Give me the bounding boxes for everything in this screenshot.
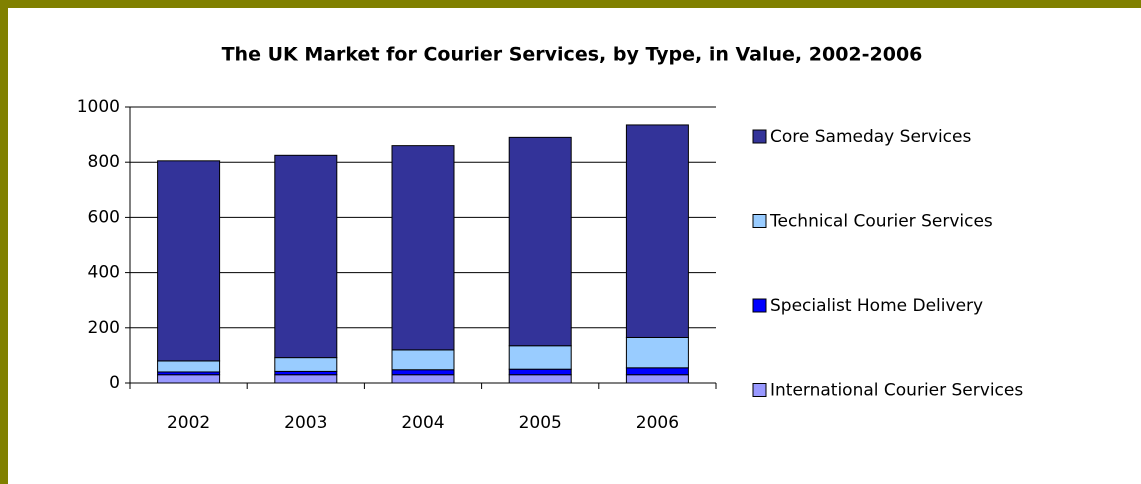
frame-left: [0, 0, 8, 484]
frame-top: [0, 0, 1141, 8]
legend-label: International Courier Services: [770, 381, 1023, 401]
bar-segment: [157, 160, 221, 362]
bar-segment: [157, 374, 221, 384]
legend-swatch: [752, 129, 767, 144]
chart-title: The UK Market for Courier Services, by T…: [222, 44, 923, 66]
bar-segment: [391, 374, 455, 384]
bar-segment: [391, 145, 455, 351]
x-tick-label: 2006: [636, 413, 679, 433]
bar-segment: [508, 368, 572, 376]
y-tick-label: 1000: [77, 97, 120, 117]
bar-segment: [157, 360, 221, 373]
bar-segment: [508, 136, 572, 347]
bar-segment: [274, 154, 338, 359]
y-tick-label: 800: [88, 152, 120, 172]
x-tick-label: 2002: [167, 413, 210, 433]
legend-label: Core Sameday Services: [770, 127, 971, 147]
bar-segment: [508, 374, 572, 384]
bar-segment: [625, 336, 689, 369]
y-tick-label: 400: [88, 263, 120, 283]
legend-swatch: [752, 214, 767, 228]
bar-segment: [391, 349, 455, 371]
legend-label: Specialist Home Delivery: [770, 296, 983, 316]
legend-label: Technical Courier Services: [769, 212, 993, 232]
bar-segment: [274, 374, 338, 384]
bar-segment: [625, 367, 689, 376]
x-tick-label: 2005: [519, 413, 562, 433]
bar-segment: [508, 345, 572, 370]
legend-swatch: [752, 383, 767, 397]
y-tick-label: 0: [109, 373, 120, 393]
x-tick-label: 2004: [401, 413, 444, 433]
legend-swatch: [752, 298, 767, 313]
bar-segment: [625, 124, 689, 338]
bar-segment: [625, 374, 689, 384]
x-tick-label: 2003: [284, 413, 327, 433]
bar-segment: [274, 357, 338, 372]
y-tick-label: 600: [88, 207, 120, 227]
bar-segment: [391, 369, 455, 376]
y-tick-label: 200: [88, 318, 120, 338]
